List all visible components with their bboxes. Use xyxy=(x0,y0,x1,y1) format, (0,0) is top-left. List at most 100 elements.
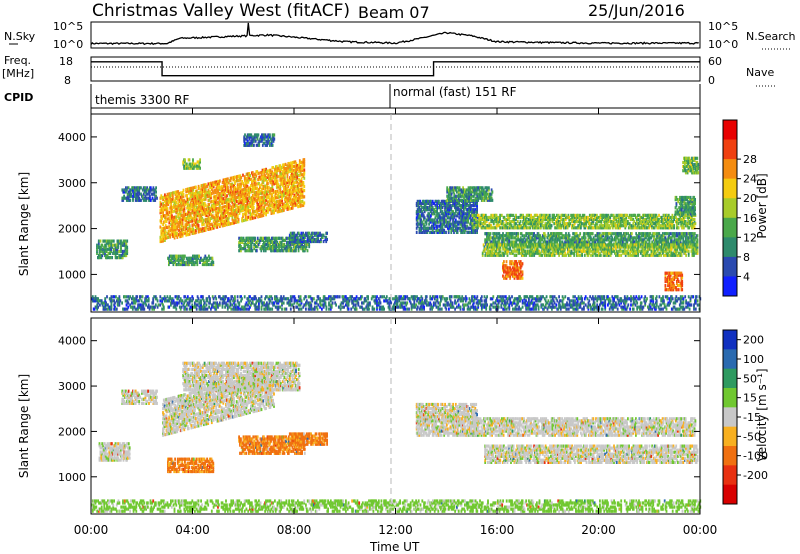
power-cell xyxy=(188,260,191,264)
power-cell xyxy=(132,188,134,192)
power-cell xyxy=(184,219,187,223)
power-cell xyxy=(280,176,283,180)
power-cell xyxy=(247,249,249,253)
power-cell xyxy=(285,170,288,174)
power-cell xyxy=(143,188,146,192)
power-cell xyxy=(214,209,217,213)
power-cell xyxy=(251,181,253,185)
power-cell xyxy=(124,188,126,192)
power-cell xyxy=(283,163,285,167)
power-cell xyxy=(242,214,244,219)
power-cell xyxy=(127,190,130,194)
power-cell xyxy=(197,199,200,203)
power-cell xyxy=(272,172,275,176)
power-cell xyxy=(138,196,141,200)
power-cell xyxy=(219,185,221,189)
power-cell xyxy=(125,190,127,194)
power-cell xyxy=(239,188,242,192)
power-cell xyxy=(197,203,200,207)
power-cell xyxy=(180,213,183,218)
power-cell xyxy=(659,220,661,224)
power-cell xyxy=(182,232,185,236)
nsky-right-bottom-tick: 10^0 xyxy=(708,38,738,51)
power-cell xyxy=(132,190,134,194)
power-cell xyxy=(298,163,300,167)
power-cell xyxy=(203,226,206,230)
power-cell xyxy=(171,226,173,230)
power-cell xyxy=(287,191,290,195)
power-cell xyxy=(226,183,228,188)
power-cell xyxy=(120,243,122,247)
power-cell xyxy=(233,208,235,213)
cpid-label: CPID xyxy=(4,91,33,104)
power-cell xyxy=(179,232,182,236)
power-cell xyxy=(230,207,233,211)
power-cell xyxy=(212,220,215,224)
power-cell xyxy=(251,200,254,204)
power-cell xyxy=(195,230,197,235)
power-cell xyxy=(187,226,189,230)
power-cell xyxy=(211,185,213,189)
power-cell xyxy=(171,208,173,212)
power-cell xyxy=(227,189,230,193)
power-cell xyxy=(295,195,298,199)
power-cell xyxy=(573,220,576,224)
power-cell xyxy=(283,165,285,169)
power-cell xyxy=(471,198,473,202)
power-cell xyxy=(206,260,208,264)
power-cell xyxy=(251,171,254,175)
power-cell xyxy=(620,224,623,228)
power-cell xyxy=(104,251,106,255)
power-cell xyxy=(186,206,188,210)
power-cell xyxy=(208,258,210,262)
power-cell xyxy=(106,239,109,243)
power-cell xyxy=(245,199,248,203)
power-cell xyxy=(288,188,291,192)
power-cell xyxy=(179,216,181,220)
power-cell xyxy=(184,254,186,258)
power-cell xyxy=(205,211,208,215)
power-cell xyxy=(246,203,249,207)
power-cell xyxy=(473,226,476,230)
power-cell xyxy=(171,228,174,232)
power-cell xyxy=(273,133,276,137)
power-cell xyxy=(244,245,247,249)
power-cell xyxy=(235,214,238,218)
power-cell xyxy=(192,231,195,235)
power-cell xyxy=(296,235,299,239)
power-cell xyxy=(172,262,175,267)
power-cell xyxy=(160,233,163,237)
power-cell xyxy=(199,258,201,262)
power-cell xyxy=(188,158,191,162)
power-cell xyxy=(214,197,217,201)
power-cell xyxy=(177,223,180,227)
power-cell xyxy=(168,210,171,215)
power-cell xyxy=(195,220,197,224)
power-cell xyxy=(200,209,203,213)
power-cell xyxy=(123,190,125,194)
power-cell xyxy=(272,203,275,207)
power-cell xyxy=(288,182,291,186)
power-cell xyxy=(267,185,270,189)
power-cell xyxy=(177,254,180,258)
power-cell xyxy=(251,214,253,218)
power-cell xyxy=(297,205,299,209)
power-cell xyxy=(211,181,214,185)
power-cell xyxy=(176,254,178,258)
power-cell xyxy=(181,201,184,205)
power-cell xyxy=(216,225,219,229)
power-cell xyxy=(254,180,257,184)
power-cell xyxy=(264,184,267,188)
power-cell xyxy=(129,198,132,202)
power-cell xyxy=(208,198,211,202)
power-cell xyxy=(254,172,257,176)
power-cell xyxy=(195,204,197,208)
power-cell xyxy=(189,219,192,224)
power-cell xyxy=(186,194,188,198)
power-cell xyxy=(211,214,214,218)
power-cell xyxy=(516,215,518,220)
power-cell xyxy=(227,216,230,220)
power-cell xyxy=(162,210,164,214)
power-cell xyxy=(226,194,228,198)
power-cell xyxy=(169,227,172,231)
